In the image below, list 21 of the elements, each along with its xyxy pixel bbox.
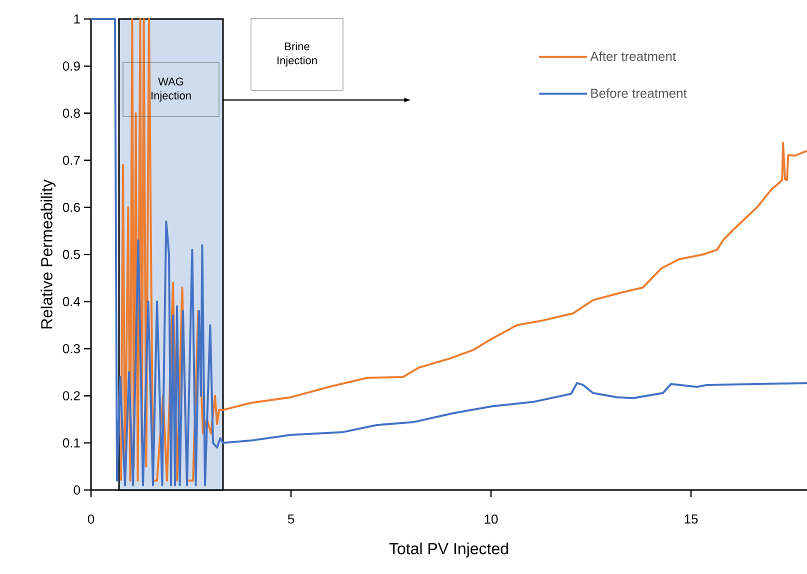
legend-label: Before treatment: [591, 88, 687, 98]
annotation: Brine Injection: [278, 42, 317, 66]
y-tick-label: 0.4: [62, 296, 80, 306]
y-tick-label: 0.1: [62, 438, 80, 448]
y-axis-title: Relative Permeability: [40, 179, 56, 328]
x-tick-label: 5: [288, 514, 294, 524]
y-tick-label: 0.8: [62, 108, 80, 118]
y-tick-label: 1: [74, 14, 80, 24]
y-tick-label: 0.2: [62, 391, 80, 400]
y-tick-label: 0.3: [62, 344, 80, 354]
x-tick-label: 15: [684, 514, 698, 524]
x-tick-label: 10: [484, 514, 498, 524]
y-tick-label: 0: [74, 485, 80, 495]
y-tick-label: 0.7: [62, 156, 80, 165]
y-tick-label: 0.6: [62, 202, 80, 212]
legend-label: After treatment: [590, 51, 676, 61]
x-axis-title: Total PV Injected: [389, 542, 508, 558]
y-tick-label: 0.5: [62, 250, 80, 260]
x-tick-label: 0: [88, 514, 94, 524]
y-tick-label: 0.9: [62, 61, 80, 71]
band-label: WAG Injection: [152, 78, 191, 102]
